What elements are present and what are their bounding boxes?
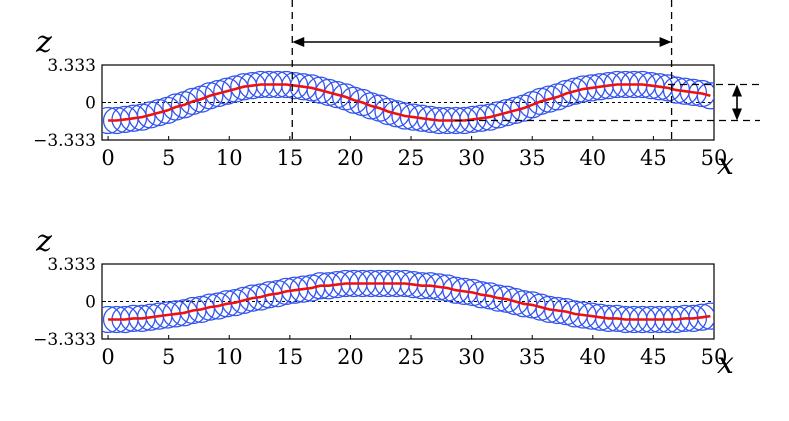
data-point-circle [357,92,385,120]
data-point-circle [484,284,512,312]
data-series-line [108,282,711,321]
data-point-circle [213,290,241,318]
x-axis-label: x [717,147,734,182]
wavelength-arrow-head-right [659,37,672,47]
data-point-circle [323,80,351,109]
data-point-circle [552,79,580,108]
data-point-circle [696,302,714,330]
x-tick-label: 50 [701,146,728,170]
x-tick-label: 0 [101,146,114,170]
data-point-circle [162,93,190,121]
data-point-circle [501,96,529,125]
y-tick-label: 3.333 [47,56,96,76]
x-tick-label: 15 [276,146,303,170]
data-point-circle [314,78,343,107]
x-tick-label: 10 [216,146,243,170]
data-point-circle [476,282,504,310]
amplitude-arrow-head-bottom [732,108,742,121]
x-tick-label: 5 [162,345,175,369]
data-point-circle [136,101,165,129]
data-point-circle [493,285,521,313]
x-tick-label: 30 [458,345,485,369]
data-point-circle [204,292,232,320]
data-point-circle [527,87,555,116]
data-series-line [108,83,711,122]
data-point-circle [128,103,156,131]
data-point-circle [518,291,546,319]
data-point-circle [679,78,708,107]
data-point-circle [501,287,529,316]
x-tick-label: 45 [640,146,667,170]
data-point-circle [476,103,504,131]
x-tick-label: 30 [458,146,485,170]
data-point-circle [187,295,216,324]
y-tick-label: −3.333 [33,330,96,350]
x-axis-label: x [717,346,734,381]
y-tick-label: 3.333 [47,255,96,275]
data-point-circle [298,74,326,102]
data-point-circle [467,104,495,132]
data-point-circle [221,288,249,317]
data-point-circle [179,87,207,116]
data-layer [102,269,714,334]
x-tick-label: 20 [337,345,364,369]
x-tick-label: 35 [519,146,546,170]
data-layer [102,70,714,135]
data-point-circle [493,98,521,127]
data-point-circle [230,286,258,315]
y-tick-label: 0 [85,94,96,114]
data-point-circle [306,76,334,104]
data-point-circle [213,77,241,105]
x-tick-label: 0 [101,345,114,369]
x-tick-label: 10 [216,345,243,369]
x-tick-label: 25 [398,345,425,369]
y-tick-label: −3.333 [33,131,96,151]
y-axis-label: z [35,25,52,60]
data-point-circle [340,86,368,114]
data-point-circle [484,101,512,129]
x-tick-label: 50 [701,345,728,369]
data-point-circle [696,82,714,110]
x-tick-label: 5 [162,146,175,170]
data-point-circle [459,278,487,307]
data-point-circle [145,98,173,127]
x-tick-label: 40 [579,146,606,170]
x-tick-label: 20 [337,146,364,170]
data-point-circle [196,82,224,110]
data-point-circle [510,290,538,318]
x-tick-label: 45 [640,345,667,369]
data-point-circle [289,73,317,101]
data-point-circle [247,283,275,311]
data-point-circle [119,104,148,132]
data-point-circle [374,97,402,126]
data-point-circle [535,85,563,113]
x-tick-label: 35 [519,345,546,369]
data-point-circle [170,299,199,327]
data-point-circle [204,79,232,108]
y-axis-label: z [35,224,52,259]
amplitude-arrow-head-top [732,84,742,97]
x-tick-label: 40 [579,345,606,369]
x-tick-label: 15 [276,345,303,369]
wavelength-arrow-head-left [292,37,305,47]
y-tick-label: 0 [85,293,96,313]
x-tick-label: 25 [398,146,425,170]
data-point-circle [688,79,714,108]
